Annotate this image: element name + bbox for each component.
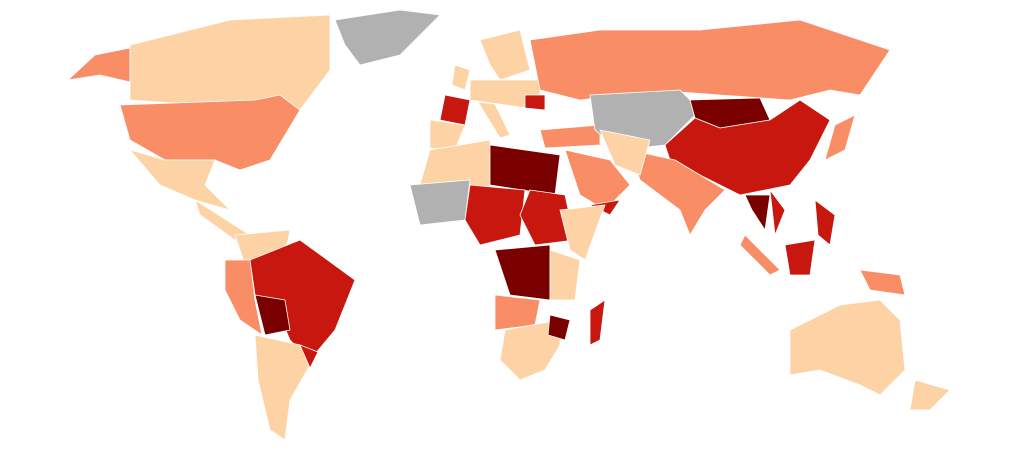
bolivia xyxy=(254,294,291,336)
romania xyxy=(524,94,546,111)
uk xyxy=(451,64,471,91)
vietnam xyxy=(769,188,786,236)
nigeria-chad xyxy=(464,184,526,246)
mexico xyxy=(128,149,232,211)
thailand xyxy=(744,194,771,232)
argentina-chile xyxy=(254,334,311,441)
canada xyxy=(129,14,331,111)
sumatra xyxy=(739,234,781,276)
new-zealand xyxy=(909,379,951,411)
australia xyxy=(789,299,906,396)
regions xyxy=(66,9,951,441)
sudan xyxy=(519,189,576,246)
madagascar xyxy=(589,299,606,346)
japan xyxy=(824,114,856,161)
iran xyxy=(599,129,651,176)
borneo xyxy=(784,239,816,276)
italy xyxy=(477,101,511,139)
india xyxy=(629,149,726,236)
congo xyxy=(494,244,551,301)
scandinavia xyxy=(479,29,531,81)
usa xyxy=(119,94,301,171)
east-africa xyxy=(549,249,581,301)
saudi-arabia xyxy=(564,149,631,211)
russia xyxy=(529,19,891,101)
turkey xyxy=(539,124,601,149)
france xyxy=(439,94,471,126)
greenland xyxy=(334,9,441,66)
horn-of-africa xyxy=(559,204,606,261)
central-europe xyxy=(469,79,541,111)
papua xyxy=(859,269,906,296)
philippines xyxy=(814,199,836,246)
central-america xyxy=(194,199,251,241)
zimbabwe xyxy=(547,314,571,341)
west-africa xyxy=(409,179,471,226)
uruguay xyxy=(299,344,319,369)
